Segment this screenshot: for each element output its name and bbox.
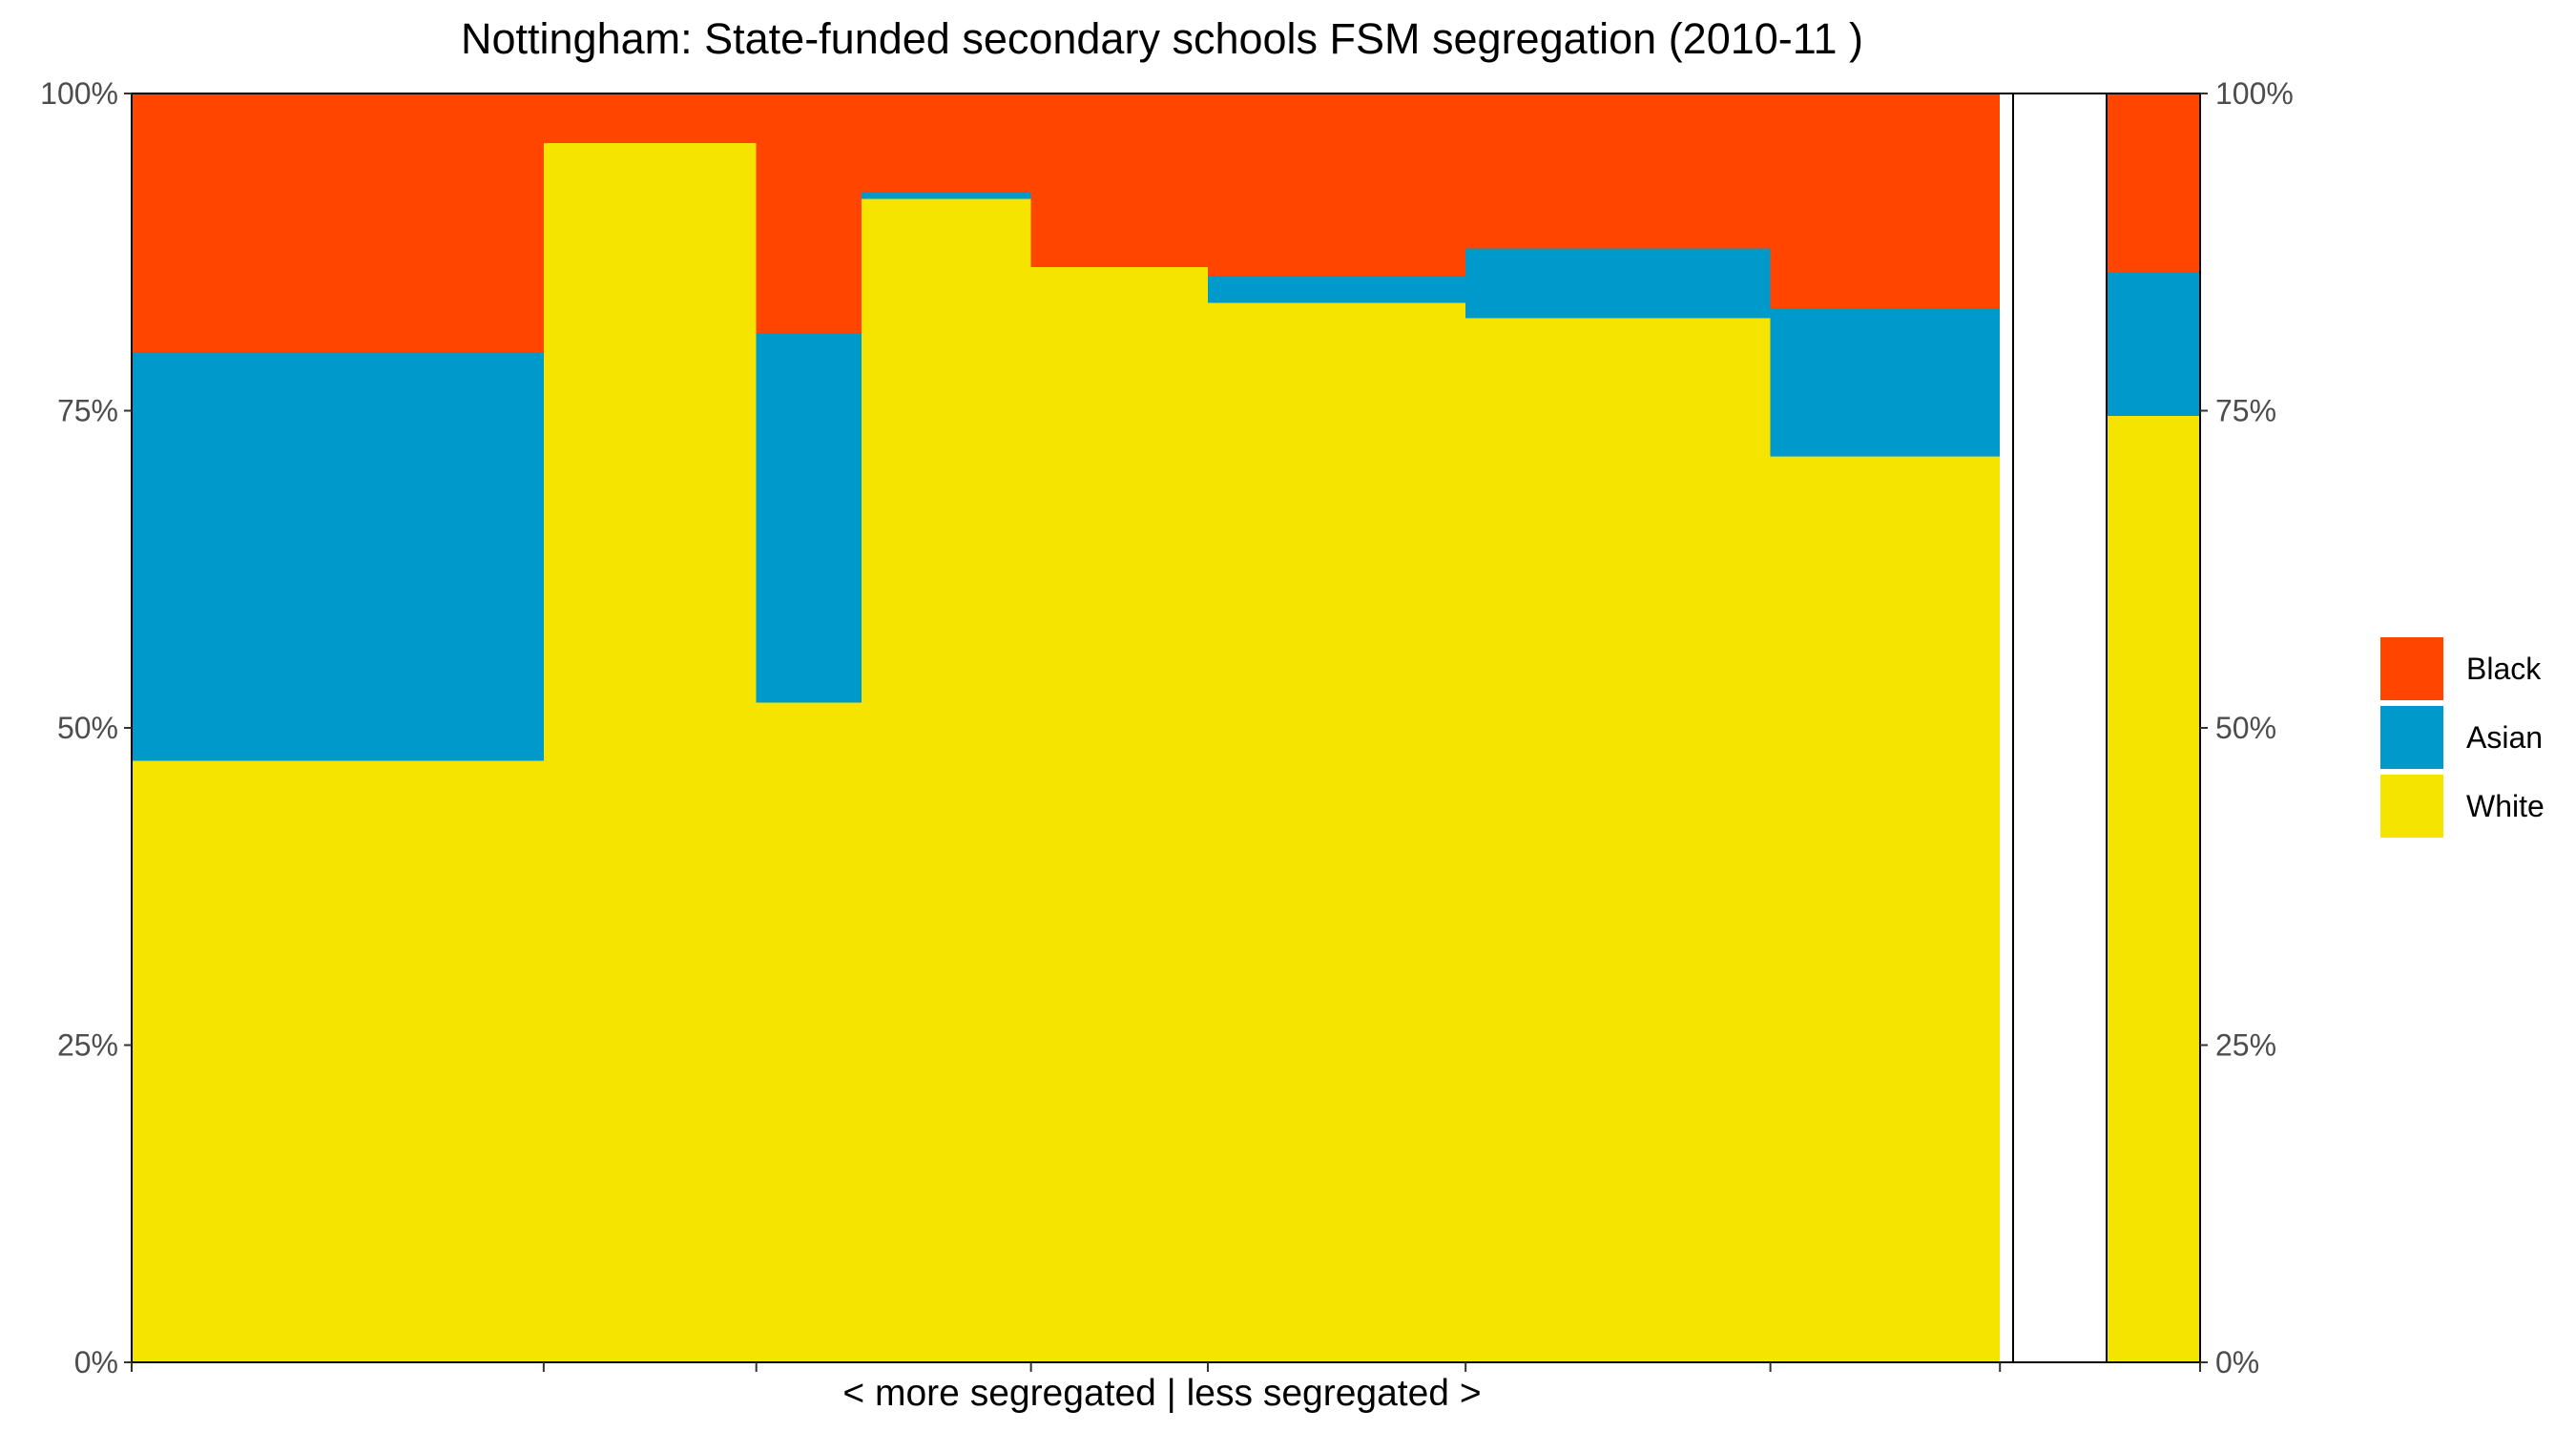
bar-segment-8-black: [1770, 93, 2001, 308]
bar-segment-2-white: [543, 142, 757, 1362]
legend-label-black: Black: [2466, 652, 2542, 686]
legend-key-asian: [2380, 706, 2443, 769]
summary-bar-white: [2107, 415, 2200, 1362]
y-tick-label-right-1: 25%: [2215, 1028, 2276, 1063]
bar-segment-3-white: [756, 702, 862, 1362]
legend: Black Asian White: [2380, 637, 2545, 838]
y-tick-label-left-4: 100%: [40, 76, 118, 111]
bar-segment-5-white: [1030, 267, 1208, 1363]
bar-segment-7-asian: [1465, 248, 1771, 319]
y-axis-left: 0% 25% 50% 75% 100%: [40, 76, 132, 1379]
bar-segment-1-asian: [132, 352, 544, 761]
chart-title: Nottingham: State-funded secondary schoo…: [461, 14, 1863, 63]
y-tick-label-left-2: 50%: [57, 711, 118, 745]
legend-key-black: [2380, 637, 2443, 700]
y-tick-label-right-4: 100%: [2215, 76, 2294, 111]
bar-segment-8-asian: [1770, 307, 2001, 457]
legend-label-white: White: [2466, 789, 2545, 823]
bar-segment-7-black: [1465, 93, 1771, 249]
bar-segment-8-white: [1770, 456, 2001, 1362]
bar-segment-3-black: [756, 93, 862, 334]
bar-segment-3-asian: [756, 333, 862, 703]
y-tick-label-left-3: 75%: [57, 394, 118, 428]
bar-segment-1-white: [132, 760, 544, 1362]
plot-area: [131, 93, 2201, 1363]
x-axis: [131, 1362, 2201, 1372]
y-tick-label-right-3: 75%: [2215, 394, 2276, 428]
x-axis-title: < more segregated | less segregated >: [842, 1373, 1481, 1414]
bar-segment-4-white: [862, 198, 1031, 1362]
bar-segment-1-black: [132, 93, 544, 353]
y-tick-label-left-0: 0%: [74, 1345, 118, 1379]
bar-segment-7-white: [1465, 318, 1771, 1362]
summary-bar-asian: [2107, 272, 2200, 416]
legend-label-asian: Asian: [2466, 720, 2543, 755]
y-tick-label-left-1: 25%: [57, 1028, 118, 1063]
bar-segment-6-asian: [1207, 276, 1466, 303]
legend-key-white: [2380, 775, 2443, 838]
bar-segment-6-black: [1207, 93, 1466, 277]
bar-segment-6-white: [1207, 302, 1466, 1363]
bar-segment-5-black: [1030, 93, 1208, 268]
bar-segment-4-black: [862, 93, 1031, 193]
bar-segment-2-black: [543, 93, 757, 143]
summary-bar-black: [2107, 93, 2200, 273]
y-tick-label-right-0: 0%: [2215, 1345, 2259, 1379]
y-tick-label-right-2: 50%: [2215, 711, 2276, 745]
y-axis-right: 0% 25% 50% 75% 100%: [2200, 76, 2294, 1379]
bar-segment-4-asian: [862, 192, 1031, 199]
